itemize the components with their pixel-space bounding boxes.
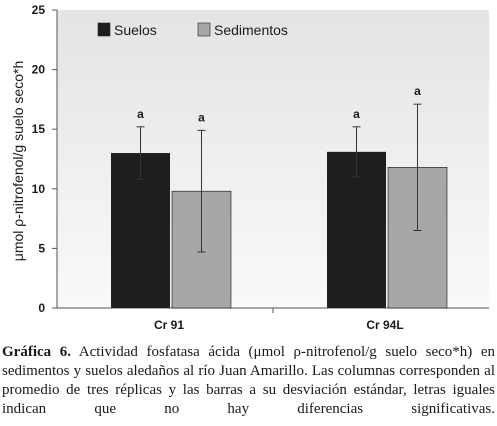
legend-swatch-suelos bbox=[97, 22, 111, 37]
significance-letter: a bbox=[198, 110, 205, 124]
caption-text: Actividad fosfatasa ácida (μmol ρ-nitrof… bbox=[2, 344, 495, 417]
legend: Suelos Sedimentos bbox=[97, 22, 288, 38]
y-tick-label: 0 bbox=[38, 301, 45, 315]
legend-label-sedimentos: Sedimentos bbox=[214, 22, 288, 38]
y-axis-ticks: 0 5 10 15 20 25 bbox=[32, 3, 57, 315]
y-tick-label: 5 bbox=[38, 241, 45, 255]
figure-caption: Gráfica 6. Actividad fosfatasa ácida (μm… bbox=[2, 343, 495, 419]
y-tick-label: 15 bbox=[32, 122, 46, 136]
significance-letter: a bbox=[353, 107, 360, 121]
bar-chart: 0 5 10 15 20 25 Cr 91 Cr 94L a a a a Suelos Sedime… bbox=[10, 3, 489, 332]
error-bars bbox=[136, 103, 422, 253]
y-tick-label: 25 bbox=[32, 3, 46, 17]
y-tick-label: 10 bbox=[32, 182, 46, 196]
significance-labels: a a a a bbox=[137, 84, 421, 124]
legend-swatch-sedimentos bbox=[197, 22, 211, 37]
x-axis-ticks: Cr 91 Cr 94L bbox=[154, 308, 404, 332]
significance-letter: a bbox=[137, 107, 144, 121]
x-tick-label: Cr 91 bbox=[154, 318, 184, 332]
x-tick-label: Cr 94L bbox=[366, 318, 403, 332]
y-tick-label: 20 bbox=[32, 63, 46, 77]
y-axis-label: μmol ρ-nitrofenol/g suelo seco*h bbox=[10, 61, 26, 261]
significance-letter: a bbox=[414, 84, 421, 98]
caption-label: Gráfica 6. bbox=[2, 344, 71, 360]
bar-suelos-cr-94l bbox=[327, 151, 386, 308]
legend-label-suelos: Suelos bbox=[114, 22, 157, 38]
